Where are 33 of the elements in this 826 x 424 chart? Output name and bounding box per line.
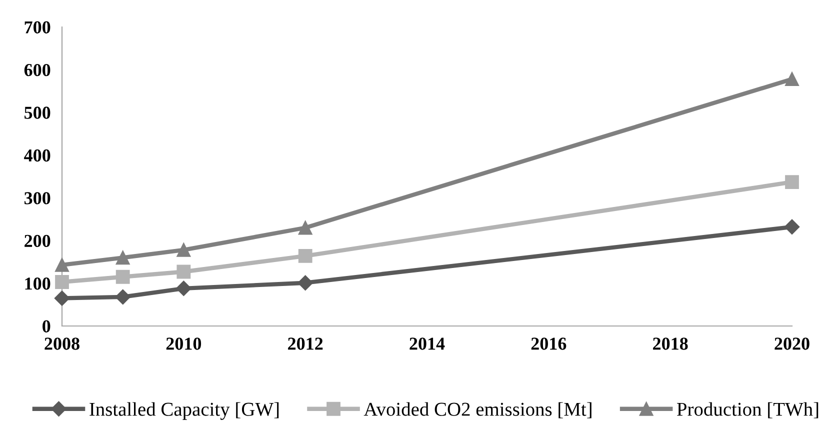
y-tick-label: 500 — [24, 106, 50, 119]
point — [55, 275, 69, 289]
legend-label: Installed Capacity [GW] — [90, 402, 279, 420]
point — [116, 270, 130, 284]
x-tick-label: 2012 — [288, 338, 323, 350]
y-tick-label: 400 — [24, 149, 50, 162]
x-tick-label: 2016 — [531, 338, 566, 350]
x-tick-label: 2008 — [44, 338, 80, 350]
point — [55, 258, 69, 272]
y-tick-label: 300 — [24, 192, 50, 204]
y-tick-label: 100 — [25, 278, 50, 290]
point — [785, 72, 799, 86]
point — [115, 289, 130, 305]
x-tick-label: 2010 — [166, 338, 202, 350]
point — [176, 280, 192, 296]
y-tick-label: 700 — [24, 21, 50, 34]
x-tick-label: 2014 — [410, 338, 445, 350]
point — [176, 243, 191, 257]
point — [298, 275, 313, 290]
point — [784, 219, 800, 234]
point — [116, 250, 130, 265]
x-tick-label: 2020 — [774, 338, 810, 350]
y-tick-label: 600 — [24, 64, 50, 76]
legend-label: Avoided CO2 emissions [Mt] — [364, 402, 592, 418]
x-tick-label: 2018 — [653, 338, 688, 350]
point — [298, 249, 312, 263]
point — [54, 290, 70, 306]
point — [176, 264, 191, 279]
legend-label: Production [TWh] — [677, 402, 818, 418]
point — [298, 220, 312, 235]
y-tick-label: 200 — [24, 234, 50, 248]
y-tick-label: 0 — [42, 320, 50, 332]
point — [785, 175, 799, 189]
